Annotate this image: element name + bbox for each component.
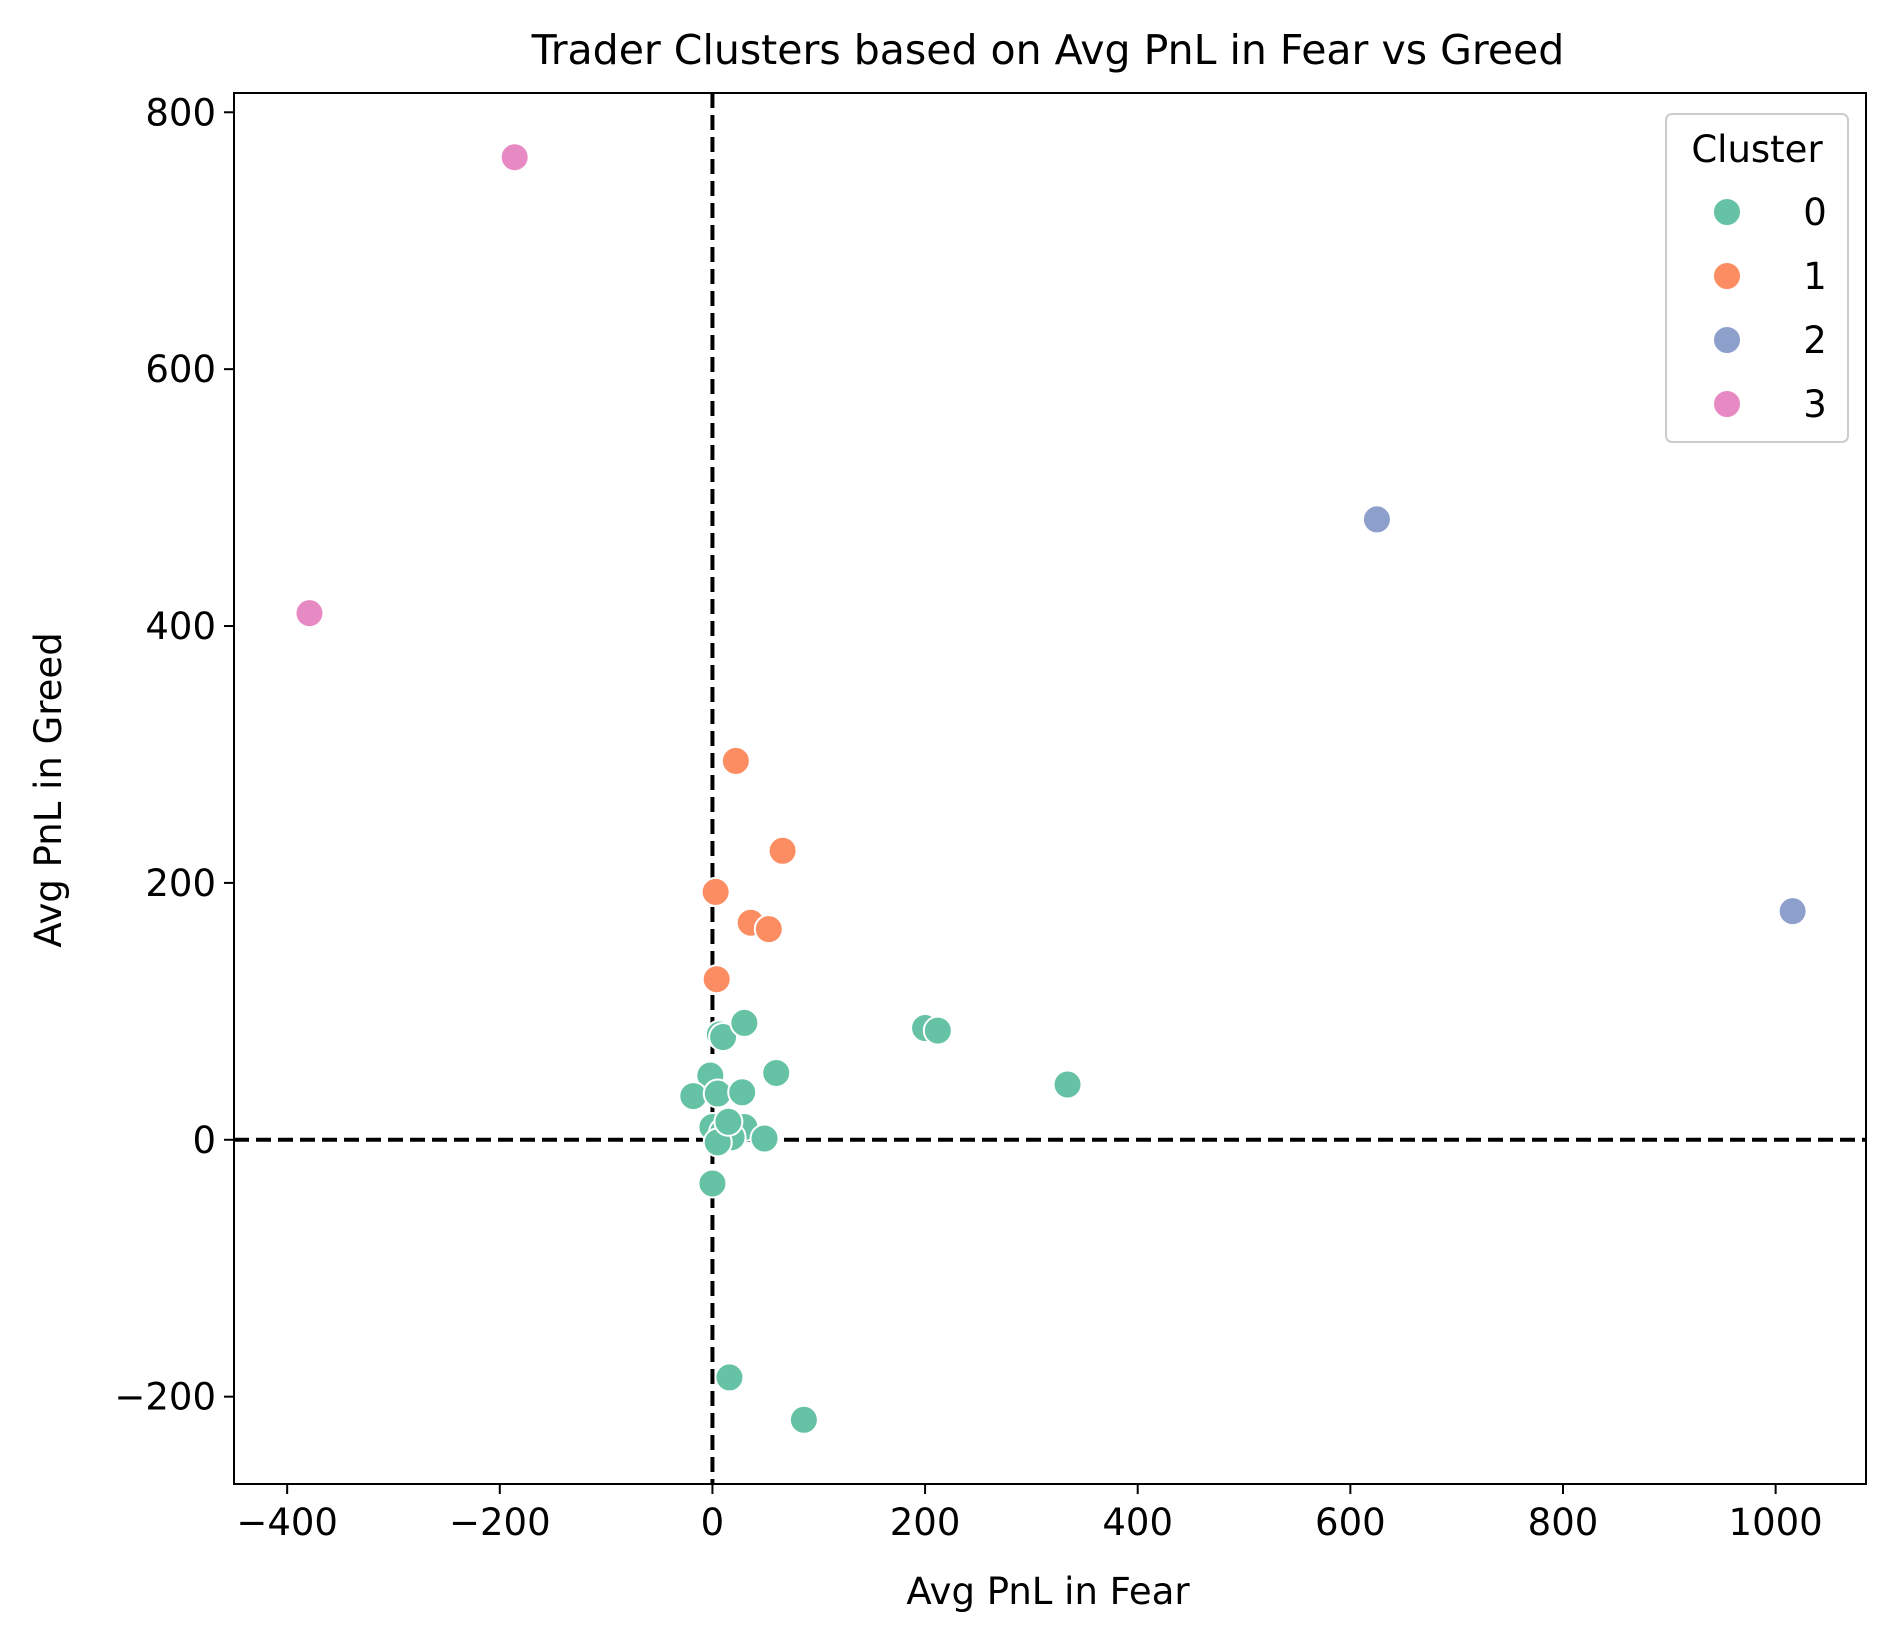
data-point-cluster-0 [714,1362,745,1393]
x-axis-label: Avg PnL in Fear [906,1570,1190,1613]
data-point-cluster-0 [788,1404,819,1435]
x-tick-label: 800 [1528,1501,1599,1544]
data-points [294,142,1808,1435]
data-point-cluster-3 [499,142,530,173]
legend-marker [1712,261,1742,291]
reference-lines [234,93,1866,1484]
legend-box [1665,113,1849,443]
x-tick-label: 400 [1102,1501,1173,1544]
x-tick-label: −400 [236,1501,338,1544]
data-point-cluster-3 [294,598,325,629]
legend-marker [1712,197,1742,227]
data-point-cluster-0 [727,1077,758,1108]
legend-label: 0 [1803,191,1827,234]
data-point-cluster-0 [697,1168,728,1199]
data-point-cluster-1 [767,835,798,866]
x-tick-label: 0 [701,1501,725,1544]
data-point-cluster-0 [749,1123,780,1154]
data-point-cluster-1 [720,745,751,776]
x-tick-label: −200 [449,1501,551,1544]
x-tick-label: 200 [890,1501,961,1544]
data-point-cluster-0 [713,1106,744,1137]
plot-frame [233,92,1867,1485]
data-point-cluster-0 [761,1057,792,1088]
y-axis-label: Avg PnL in Greed [27,632,70,947]
y-axis-ticks: −200 0 200 400 600 800 [114,91,234,1419]
data-point-cluster-0 [708,1022,739,1053]
x-tick-label: 1000 [1729,1501,1823,1544]
legend-marker [1712,389,1742,419]
y-tick-label: −200 [114,1376,216,1419]
chart-title: Trader Clusters based on Avg PnL in Fear… [531,26,1565,74]
x-tick-label: 600 [1315,1501,1386,1544]
y-tick-label: 200 [145,862,216,905]
legend-label: 3 [1803,383,1827,426]
y-tick-label: 0 [192,1119,216,1162]
legend-label: 1 [1803,255,1827,298]
data-point-cluster-1 [753,914,784,945]
data-point-cluster-2 [1361,504,1392,535]
x-axis-ticks: −400 −200 0 200 400 600 800 1000 [236,1484,1823,1544]
y-tick-label: 600 [145,348,216,391]
legend-items: 0 1 2 3 [1712,191,1827,426]
data-point-cluster-0 [729,1007,760,1038]
data-point-cluster-0 [922,1015,953,1046]
y-tick-label: 400 [145,605,216,648]
y-tick-label: 800 [145,91,216,134]
legend: Cluster 0 1 2 3 [1665,113,1849,443]
data-point-cluster-2 [1777,896,1808,927]
plot-area [234,93,1866,1484]
data-point-cluster-1 [700,876,731,907]
data-point-cluster-1 [701,964,732,995]
data-point-cluster-0 [1052,1069,1083,1100]
legend-marker [1712,325,1742,355]
legend-title: Cluster [1691,128,1823,171]
legend-label: 2 [1803,319,1827,362]
